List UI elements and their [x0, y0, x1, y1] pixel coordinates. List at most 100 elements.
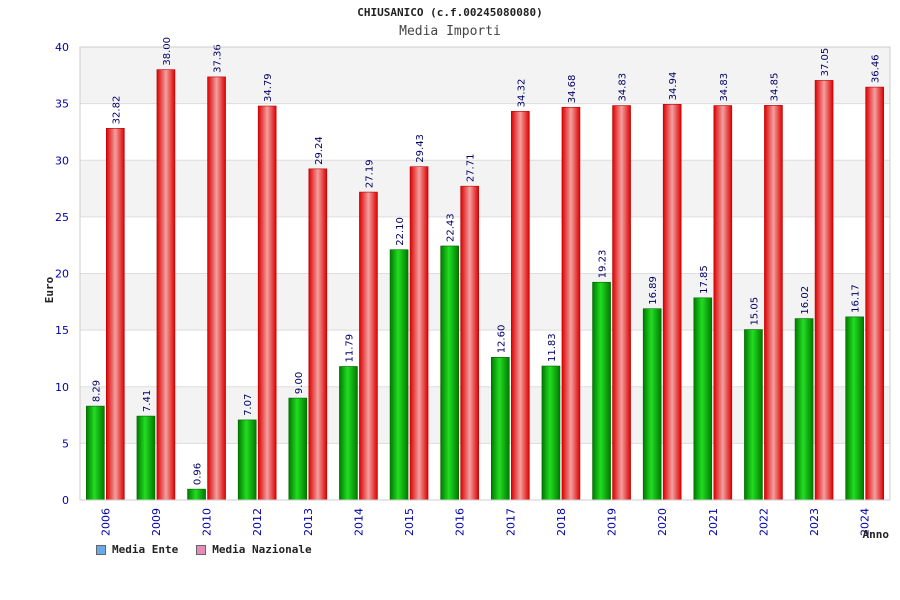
bar-media-nazionale	[511, 111, 530, 501]
data-label: 12.60	[496, 325, 507, 354]
y-axis-title: Euro	[43, 276, 56, 303]
data-label: 34.68	[567, 75, 578, 104]
x-axis-title: Anno	[863, 528, 890, 541]
data-label: 19.23	[598, 250, 609, 279]
y-tick-label: 20	[55, 268, 69, 281]
bar-media-nazionale	[460, 185, 479, 501]
data-label: 29.43	[415, 134, 426, 163]
y-tick-label: 0	[62, 494, 69, 507]
bar-media-ente	[491, 357, 510, 501]
x-tick-label: 2017	[504, 508, 517, 536]
legend-swatch-ente	[96, 544, 106, 555]
bar-media-ente	[794, 318, 814, 501]
y-tick-label: 15	[55, 324, 69, 337]
data-label: 22.10	[395, 217, 406, 246]
x-tick-label: 2010	[201, 508, 214, 536]
legend-label-ente: Media Ente	[112, 543, 179, 556]
y-tick-label: 10	[55, 381, 69, 394]
legend-item-nazionale: Media Nazionale	[196, 543, 312, 556]
bar-media-nazionale	[156, 69, 176, 501]
bar-media-ente	[592, 281, 611, 501]
x-tick-label: 2022	[757, 508, 770, 536]
y-tick-label: 30	[55, 154, 69, 167]
bar-media-nazionale	[409, 166, 429, 501]
data-label: 16.89	[648, 276, 659, 305]
plot-frame	[79, 46, 891, 501]
bar-media-ente	[693, 297, 713, 501]
bar-media-ente	[389, 249, 409, 501]
x-tick-label: 2020	[656, 508, 669, 536]
bar-media-ente	[187, 488, 206, 501]
data-label: 34.83	[618, 73, 629, 102]
data-label: 0.96	[193, 463, 204, 485]
x-tick-label: 2019	[606, 508, 619, 536]
chart-title: CHIUSANICO (c.f.00245080080)	[357, 6, 543, 19]
x-tick-label: 2018	[555, 508, 568, 536]
data-label: 16.02	[800, 286, 811, 315]
bar-media-ente	[744, 329, 763, 501]
data-label: 34.94	[668, 72, 679, 101]
data-label: 37.05	[820, 48, 831, 77]
data-label: 34.83	[719, 73, 730, 102]
x-tick-label: 2024	[859, 508, 872, 536]
legend: Media Ente Media Nazionale	[96, 543, 312, 556]
bar-media-ente	[86, 405, 105, 501]
bar-media-nazionale	[359, 191, 378, 501]
data-label: 7.41	[142, 390, 153, 412]
data-label: 34.32	[516, 79, 527, 108]
x-tick-label: 2016	[454, 508, 467, 536]
legend-item-ente: Media Ente	[96, 543, 178, 556]
bar-media-ente	[136, 415, 156, 501]
y-tick-label: 25	[55, 211, 69, 224]
data-label: 34.79	[263, 73, 274, 102]
data-label: 27.71	[466, 154, 477, 183]
data-label: 37.36	[213, 44, 224, 73]
data-label: 11.83	[547, 333, 558, 362]
bar-media-ente	[642, 308, 662, 501]
data-label: 11.79	[344, 334, 355, 363]
chart-subtitle: Media Importi	[399, 24, 501, 39]
data-label: 16.17	[851, 284, 862, 313]
data-label: 38.00	[162, 37, 173, 66]
data-label: 9.00	[294, 372, 305, 394]
bar-media-nazionale	[814, 80, 834, 501]
bar-media-ente	[288, 397, 308, 501]
bar-media-nazionale	[257, 105, 277, 501]
x-tick-label: 2021	[707, 508, 720, 536]
bar-media-ente	[237, 419, 257, 501]
bar-media-ente	[440, 245, 459, 501]
bar-media-nazionale	[207, 76, 226, 501]
y-tick-label: 40	[55, 41, 69, 54]
x-tick-label: 2014	[352, 508, 365, 536]
x-tick-label: 2006	[99, 508, 112, 536]
x-tick-label: 2013	[302, 508, 315, 536]
x-tick-label: 2009	[150, 508, 163, 536]
bar-media-ente	[845, 316, 864, 501]
bar-media-ente	[339, 366, 358, 501]
y-tick-label: 5	[62, 437, 69, 450]
bar-media-nazionale	[865, 86, 884, 501]
y-tick-label: 35	[55, 98, 69, 111]
x-tick-label: 2012	[251, 508, 264, 536]
data-label: 29.24	[314, 136, 325, 165]
data-label: 36.46	[871, 54, 882, 83]
bar-media-nazionale	[308, 168, 328, 501]
data-label: 8.29	[91, 380, 102, 402]
data-label: 27.19	[364, 159, 375, 188]
x-tick-label: 2015	[403, 508, 416, 536]
legend-label-nazionale: Media Nazionale	[212, 543, 312, 556]
bar-media-nazionale	[713, 105, 733, 501]
data-label: 17.85	[699, 265, 710, 294]
data-label: 7.07	[243, 394, 254, 416]
bar-media-nazionale	[612, 105, 631, 501]
legend-swatch-nazionale	[196, 544, 207, 555]
x-tick-label: 2023	[808, 508, 821, 536]
bar-media-nazionale	[764, 105, 783, 501]
bar-media-nazionale	[561, 106, 581, 501]
data-label: 15.05	[749, 297, 760, 326]
bar-media-nazionale	[662, 104, 682, 501]
data-label: 34.85	[769, 73, 780, 102]
bar-media-nazionale	[106, 128, 125, 501]
data-label: 22.43	[446, 213, 457, 242]
